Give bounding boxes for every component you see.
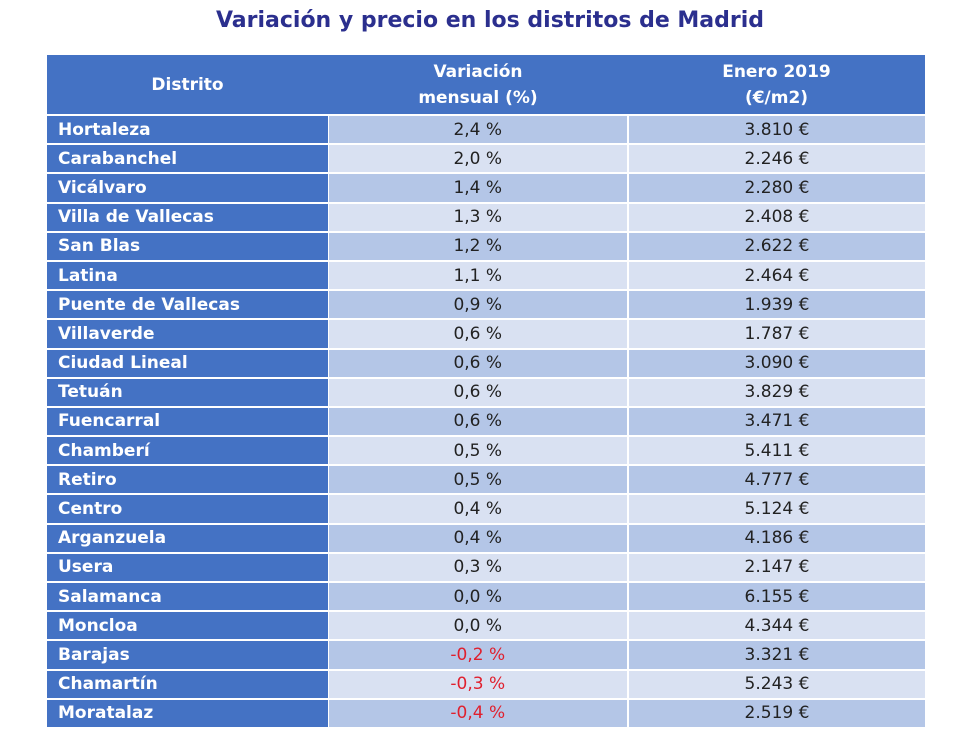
header-distrito: Distrito <box>47 55 328 116</box>
cell-distrito: Fuencarral <box>47 406 329 438</box>
table-row: Villa de Vallecas 1,3 % 2.408 € <box>47 202 925 233</box>
cell-variacion: 0,4 % <box>328 523 629 554</box>
cell-variacion: 0,6 % <box>328 406 629 438</box>
cell-variacion: 0,6 % <box>328 377 629 408</box>
cell-distrito: Centro <box>47 494 329 525</box>
cell-distrito: Chamberí <box>47 436 329 467</box>
cell-precio: 2.464 € <box>628 260 925 292</box>
table-row: Villaverde 0,6 % 1.787 € <box>47 319 925 350</box>
cell-distrito: Villaverde <box>47 319 329 350</box>
cell-variacion: 0,3 % <box>328 552 629 584</box>
table-row: Barajas -0,2 % 3.321 € <box>47 640 925 671</box>
table-row: Tetuán 0,6 % 3.829 € <box>47 377 925 408</box>
cell-variacion: 0,6 % <box>328 348 629 379</box>
cell-distrito: Villa de Vallecas <box>47 202 329 233</box>
cell-distrito: Vicálvaro <box>47 173 329 204</box>
cell-distrito: Latina <box>47 260 329 292</box>
cell-distrito: Arganzuela <box>47 523 329 554</box>
table-row: Chamberí 0,5 % 5.411 € <box>47 436 925 467</box>
header-variacion: Variación mensual (%) <box>328 55 628 116</box>
cell-variacion: 0,4 % <box>328 494 629 525</box>
cell-distrito: San Blas <box>47 231 329 262</box>
table-row: Moncloa 0,0 % 4.344 € <box>47 611 925 642</box>
cell-distrito: Moncloa <box>47 611 329 642</box>
cell-variacion: 1,3 % <box>328 202 629 233</box>
cell-variacion: 0,0 % <box>328 582 629 613</box>
cell-precio: 4.344 € <box>628 611 925 642</box>
page-title: Variación y precio en los distritos de M… <box>215 8 765 33</box>
table-header-row: Distrito Variación mensual (%) Enero 2019… <box>47 55 925 116</box>
cell-variacion: 1,2 % <box>328 231 629 262</box>
table-row: Centro 0,4 % 5.124 € <box>47 494 925 525</box>
cell-variacion: 2,4 % <box>328 115 629 146</box>
cell-distrito: Retiro <box>47 465 329 496</box>
cell-precio: 2.519 € <box>628 698 925 729</box>
cell-variacion: 0,0 % <box>328 611 629 642</box>
table-row: Fuencarral 0,6 % 3.471 € <box>47 406 925 438</box>
cell-precio: 1.787 € <box>628 319 925 350</box>
table-row: Hortaleza 2,4 % 3.810 € <box>47 115 925 146</box>
cell-distrito: Moratalaz <box>47 698 329 729</box>
table-row: Retiro 0,5 % 4.777 € <box>47 465 925 496</box>
cell-precio: 6.155 € <box>628 582 925 613</box>
cell-precio: 5.243 € <box>628 669 925 700</box>
header-precio-line1: Enero 2019 <box>722 61 831 82</box>
cell-distrito: Salamanca <box>47 582 329 613</box>
cell-precio: 3.471 € <box>628 406 925 438</box>
header-precio: Enero 2019 (€/m2) <box>628 55 925 116</box>
cell-variacion: 1,4 % <box>328 173 629 204</box>
cell-variacion: 0,6 % <box>328 319 629 350</box>
table-row: Arganzuela 0,4 % 4.186 € <box>47 523 925 554</box>
table-row: Latina 1,1 % 2.464 € <box>47 260 925 292</box>
table-row: Carabanchel 2,0 % 2.246 € <box>47 144 925 175</box>
cell-precio: 2.408 € <box>628 202 925 233</box>
table-row: Ciudad Lineal 0,6 % 3.090 € <box>47 348 925 379</box>
cell-distrito: Tetuán <box>47 377 329 408</box>
district-table: Distrito Variación mensual (%) Enero 2019… <box>47 55 925 729</box>
cell-precio: 2.280 € <box>628 173 925 204</box>
cell-precio: 1.939 € <box>628 290 925 321</box>
cell-precio: 3.321 € <box>628 640 925 671</box>
cell-variacion: 2,0 % <box>328 144 629 175</box>
table-row: San Blas 1,2 % 2.622 € <box>47 231 925 262</box>
header-variacion-line2: mensual (%) <box>418 87 538 108</box>
cell-precio: 2.246 € <box>628 144 925 175</box>
cell-precio: 4.186 € <box>628 523 925 554</box>
cell-precio: 5.124 € <box>628 494 925 525</box>
cell-precio: 5.411 € <box>628 436 925 467</box>
cell-variacion: -0,3 % <box>328 669 629 700</box>
cell-precio: 2.622 € <box>628 231 925 262</box>
cell-variacion: 1,1 % <box>328 260 629 292</box>
header-variacion-line1: Variación <box>433 61 523 82</box>
cell-variacion: 0,5 % <box>328 465 629 496</box>
cell-precio: 3.829 € <box>628 377 925 408</box>
cell-precio: 2.147 € <box>628 552 925 584</box>
table-row: Usera 0,3 % 2.147 € <box>47 552 925 584</box>
table-row: Salamanca 0,0 % 6.155 € <box>47 582 925 613</box>
cell-precio: 3.810 € <box>628 115 925 146</box>
cell-precio: 3.090 € <box>628 348 925 379</box>
table-row: Moratalaz -0,4 % 2.519 € <box>47 698 925 729</box>
cell-variacion: -0,4 % <box>328 698 629 729</box>
cell-distrito: Hortaleza <box>47 115 329 146</box>
table-row: Chamartín -0,3 % 5.243 € <box>47 669 925 700</box>
cell-variacion: 0,5 % <box>328 436 629 467</box>
table-row: Puente de Vallecas 0,9 % 1.939 € <box>47 290 925 321</box>
cell-distrito: Chamartín <box>47 669 329 700</box>
table-row: Vicálvaro 1,4 % 2.280 € <box>47 173 925 204</box>
cell-distrito: Puente de Vallecas <box>47 290 329 321</box>
cell-variacion: -0,2 % <box>328 640 629 671</box>
cell-distrito: Ciudad Lineal <box>47 348 329 379</box>
cell-distrito: Usera <box>47 552 329 584</box>
header-precio-line2: (€/m2) <box>744 87 809 108</box>
cell-distrito: Barajas <box>47 640 329 671</box>
cell-precio: 4.777 € <box>628 465 925 496</box>
cell-distrito: Carabanchel <box>47 144 329 175</box>
cell-variacion: 0,9 % <box>328 290 629 321</box>
